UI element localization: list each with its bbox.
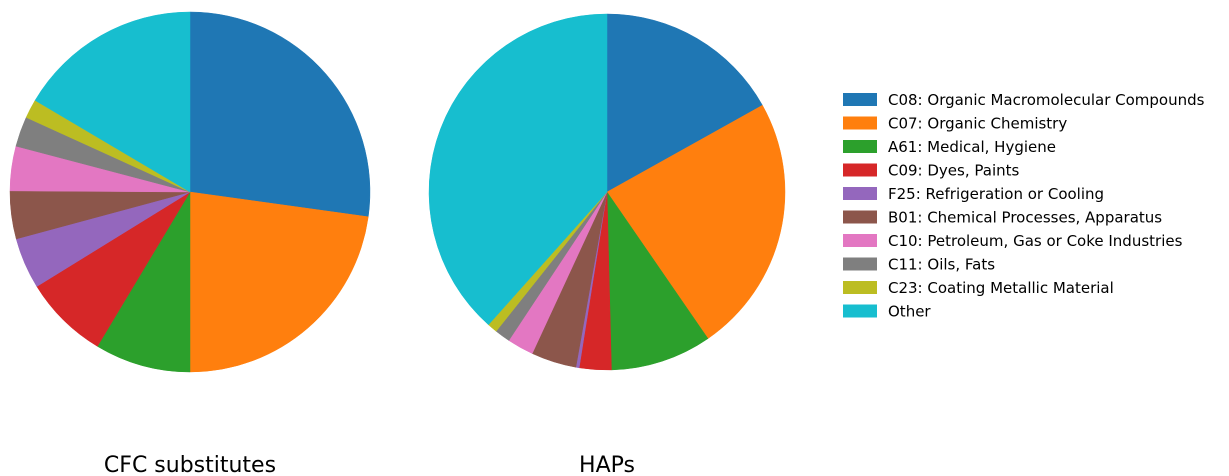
pie-slice-c08 xyxy=(606,13,763,193)
pie-haps xyxy=(428,13,786,371)
pie-slice-c08 xyxy=(189,11,371,218)
pie-slice-c07 xyxy=(606,104,786,339)
pie-slice-c07 xyxy=(189,191,369,373)
legend-label-b01: B01: Chemical Processes, Apparatus xyxy=(888,209,1162,227)
legend-label-c11: C11: Oils, Fats xyxy=(888,256,995,274)
pie-slice-a61 xyxy=(97,191,191,373)
legend: C08: Organic Macromolecular Compounds C07… xyxy=(843,91,1205,321)
pie-cfc-substitutes xyxy=(9,11,371,373)
legend-swatch-f25 xyxy=(843,187,877,200)
legend-swatch-c09 xyxy=(843,163,877,177)
legend-label-c07: C07: Organic Chemistry xyxy=(888,115,1067,133)
legend-swatch-c08 xyxy=(843,93,877,106)
legend-label-f25: F25: Refrigeration or Cooling xyxy=(888,185,1104,203)
legend-swatch-other xyxy=(843,304,877,318)
legend-label-a61: A61: Medical, Hygiene xyxy=(888,138,1056,156)
pie-slice-other xyxy=(34,11,191,193)
pie-slice-other xyxy=(428,13,608,326)
legend-swatch-c11 xyxy=(843,257,877,271)
legend-swatch-c10 xyxy=(843,234,877,247)
legend-label-other: Other xyxy=(888,303,931,321)
legend-swatch-a61 xyxy=(843,140,877,153)
pie-slice-a61 xyxy=(606,191,709,371)
pie-title-cfc-substitutes: CFC substitutes xyxy=(104,453,276,476)
pie-title-haps: HAPs xyxy=(579,453,635,476)
legend-label-c09: C09: Dyes, Paints xyxy=(888,162,1020,180)
legend-swatch-c07 xyxy=(843,116,877,130)
legend-swatch-b01 xyxy=(843,210,877,224)
legend-label-c23: C23: Coating Metallic Material xyxy=(888,279,1114,297)
legend-label-c08: C08: Organic Macromolecular Compounds xyxy=(888,91,1205,109)
legend-swatch-c23 xyxy=(843,281,877,294)
legend-label-c10: C10: Petroleum, Gas or Coke Industries xyxy=(888,232,1183,250)
